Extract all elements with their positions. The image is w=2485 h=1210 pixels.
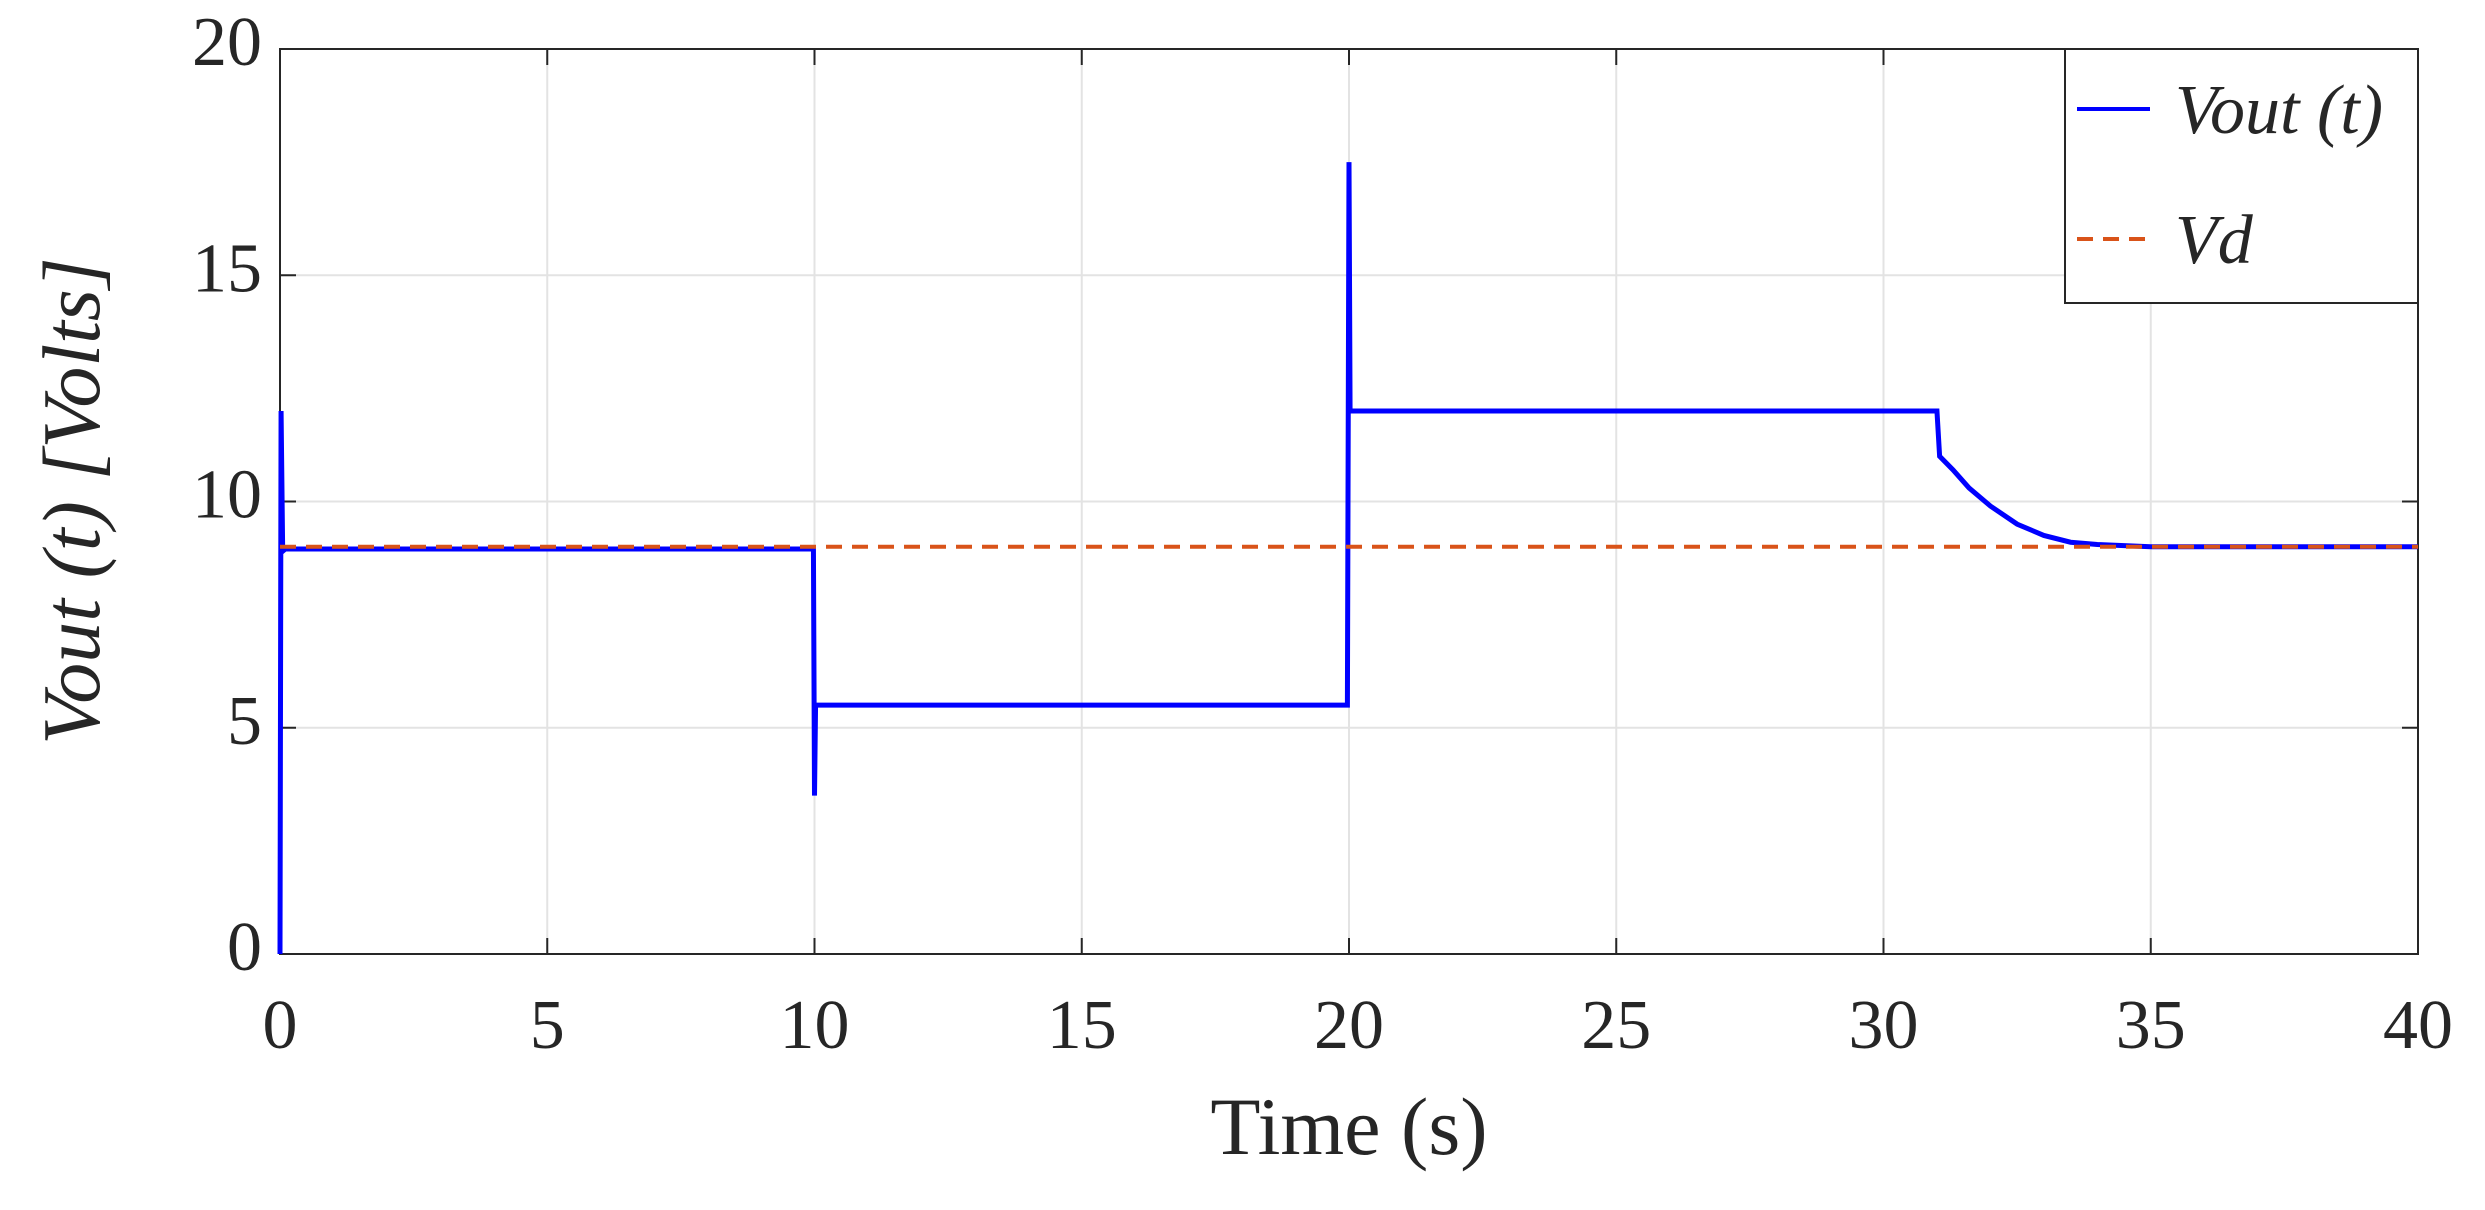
y-axis-label: Vout (t) [Volts]	[26, 257, 117, 744]
y-tick-label: 15	[192, 230, 262, 307]
x-tick-label: 0	[263, 987, 298, 1064]
x-tick-label: 40	[2383, 987, 2453, 1064]
x-tick-label: 5	[530, 987, 565, 1064]
x-tick-label: 15	[1047, 987, 1117, 1064]
y-tick-label: 10	[192, 457, 262, 534]
x-axis-label: Time (s)	[1210, 1081, 1487, 1172]
series-line	[277, 162, 2418, 955]
x-tick-label: 10	[780, 987, 850, 1064]
x-tick-label: 30	[1849, 987, 1919, 1064]
x-tick-label: 20	[1314, 987, 1384, 1064]
y-tick-label: 5	[227, 683, 262, 760]
legend-label: Vd	[2175, 202, 2254, 279]
x-tick-label: 35	[2116, 987, 2186, 1064]
legend-box	[2064, 48, 2419, 304]
x-tick-label: 25	[1581, 987, 1651, 1064]
legend-label: Vout (t)	[2175, 72, 2383, 149]
y-tick-label: 0	[227, 909, 262, 986]
y-tick-label: 20	[192, 4, 262, 81]
